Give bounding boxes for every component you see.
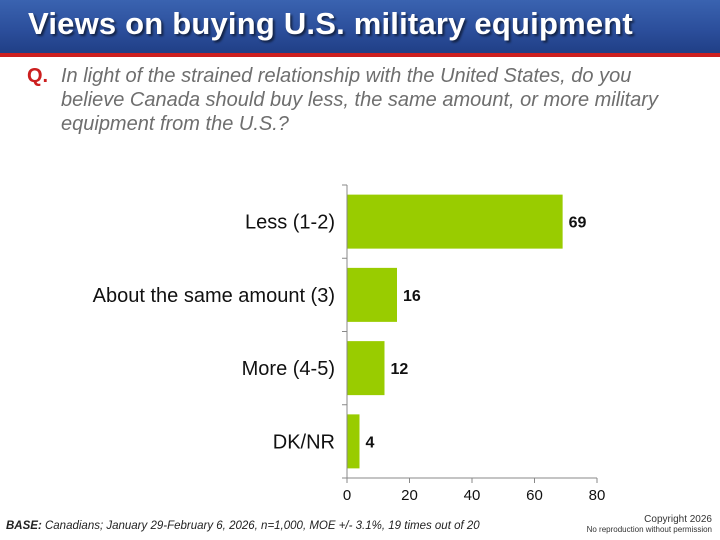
bar (347, 414, 360, 469)
title-bar: Views on buying U.S. military equipment (0, 0, 720, 53)
bar (347, 194, 563, 249)
data-label: 12 (391, 361, 409, 378)
page-title: Views on buying U.S. military equipment (28, 6, 633, 41)
category-label: More (4-5) (242, 358, 335, 380)
copyright-text: Copyright 2026 (644, 514, 712, 525)
x-tick-label: 0 (343, 487, 351, 504)
bar (347, 267, 397, 322)
x-tick-label: 60 (526, 487, 543, 504)
category-label: Less (1-2) (245, 212, 335, 234)
question-label: Q. (27, 65, 49, 87)
data-label: 16 (403, 288, 421, 305)
title-underline (0, 53, 720, 57)
category-label: About the same amount (3) (93, 285, 335, 307)
reproduction-notice: No reproduction without permission (586, 525, 712, 534)
base-text: Canadians; January 29-February 6, 2026, … (41, 520, 480, 532)
base-note: BASE: Canadians; January 29-February 6, … (6, 520, 480, 532)
bar (347, 341, 385, 396)
x-tick-label: 40 (464, 487, 481, 504)
category-label: DK/NR (273, 431, 335, 453)
question-text: In light of the strained relationship wi… (61, 65, 658, 135)
x-tick-label: 80 (589, 487, 606, 504)
base-label: BASE: (6, 520, 42, 532)
data-label: 69 (569, 215, 587, 232)
x-tick-label: 20 (401, 487, 418, 504)
data-label: 4 (366, 434, 375, 451)
copyright-block: Copyright 2026 No reproduction without p… (587, 514, 712, 534)
